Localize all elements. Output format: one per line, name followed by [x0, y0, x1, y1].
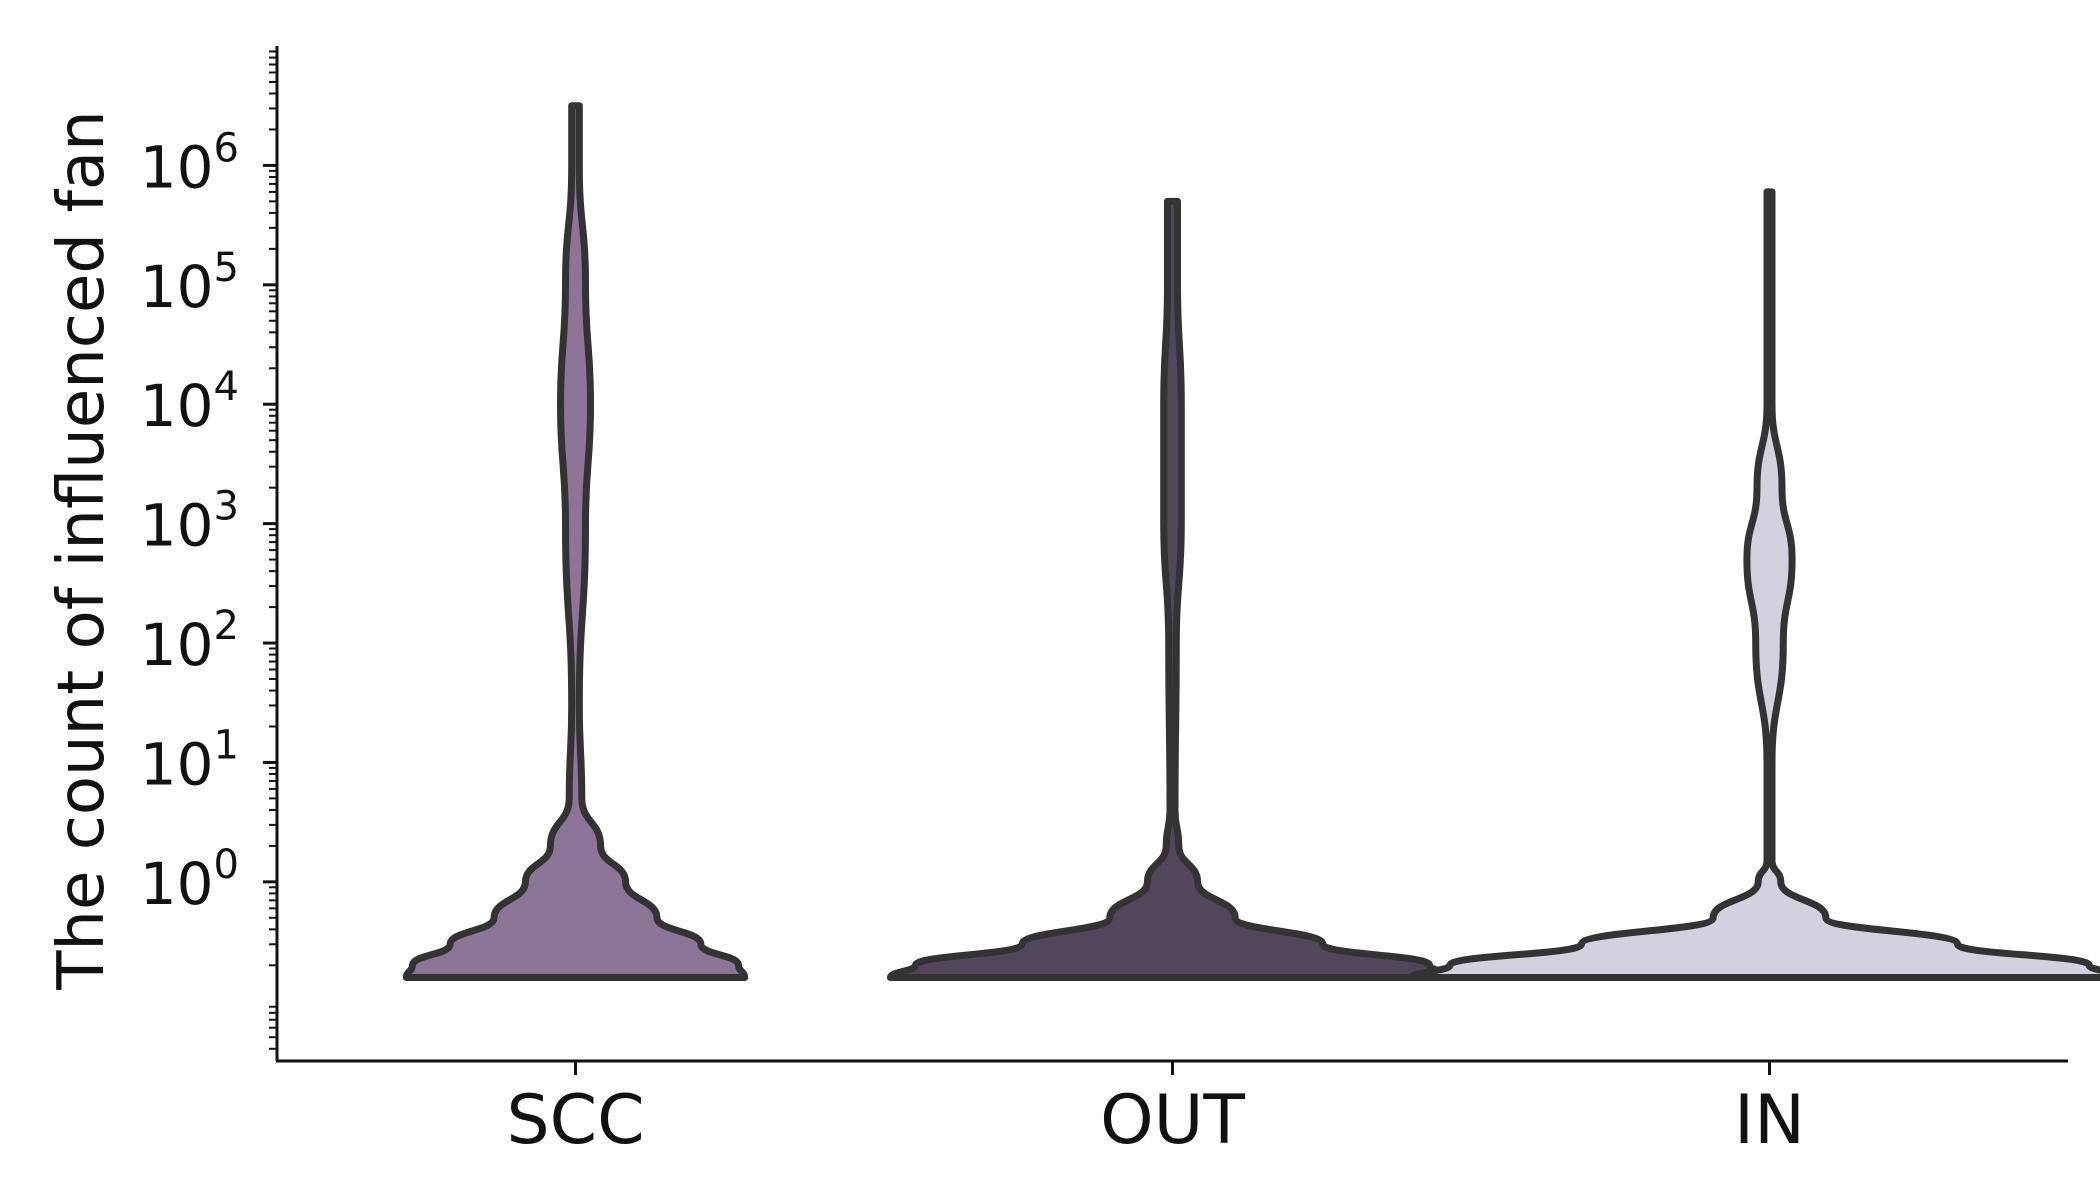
violin-in: [1408, 188, 2100, 981]
y-tick-label: 100: [140, 842, 239, 918]
y-tick-label: 101: [140, 722, 239, 798]
x-tick-label-in: IN: [1734, 1081, 1805, 1160]
y-tick-label: 105: [140, 245, 239, 321]
violin-scc: [402, 102, 749, 981]
violins-group: [402, 102, 2100, 981]
y-axis-title: The count of influenced fan: [45, 110, 119, 990]
x-tick-label-out: OUT: [1100, 1081, 1245, 1160]
y-tick-label: 106: [140, 125, 239, 201]
y-tick-label: 102: [140, 603, 239, 679]
y-tick-label: 103: [140, 484, 239, 560]
y-tick-label: 104: [140, 364, 239, 440]
x-tick-label-scc: SCC: [506, 1081, 644, 1160]
x-axis-ticks: SCC OUT IN: [506, 1061, 1805, 1160]
violin-out: [886, 197, 1459, 981]
y-axis-ticks: 100 101 102 103 104 105 106: [140, 50, 277, 1050]
